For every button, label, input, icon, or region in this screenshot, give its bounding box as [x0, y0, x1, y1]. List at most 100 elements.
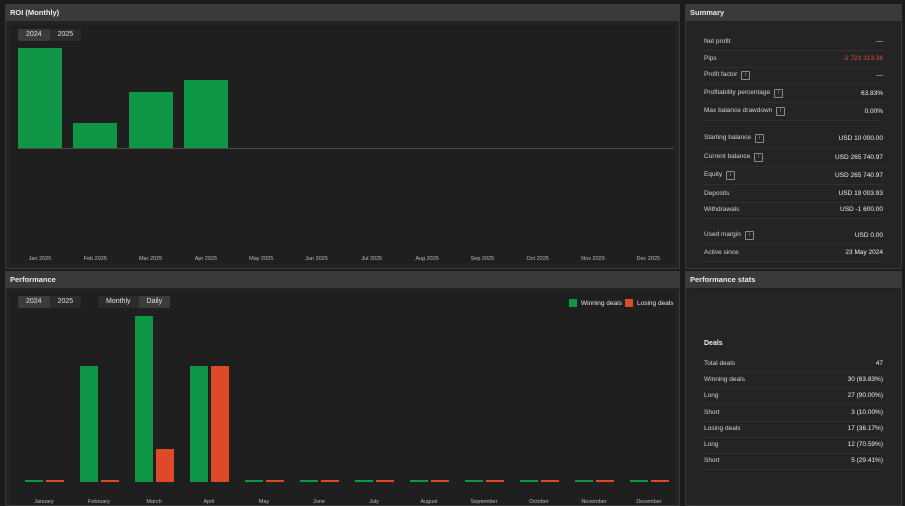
roi-chart-area: 2024 2025 Jan 2025 Feb 2025 Mar 2025 Apr 20…	[10, 25, 675, 264]
losing-bar[interactable]	[46, 480, 64, 482]
summary-label: Net profit	[704, 38, 731, 45]
stats-row: Winning deals 30 (63.83%)	[704, 371, 883, 390]
winning-bar[interactable]	[575, 480, 593, 482]
summary-value: 63.83%	[860, 90, 883, 97]
winning-bar[interactable]	[245, 480, 263, 482]
roi-bar[interactable]	[73, 123, 118, 148]
losing-bar[interactable]	[651, 480, 669, 482]
losing-bar[interactable]	[321, 480, 339, 482]
stats-row: Total deals 47	[704, 355, 883, 373]
roi-x-label: Jan 2025	[28, 256, 52, 262]
summary-value: —	[876, 38, 884, 45]
summary-row: Max balance drawdown i 0.00%	[704, 103, 883, 121]
stats-value: 3 (10.00%)	[851, 408, 883, 416]
roi-x-label: Aug 2025	[415, 256, 439, 262]
stats-list: Deals Total deals 47 Winning deals 30 (63.8…	[690, 292, 897, 505]
summary-label-wrap: Profit factor i	[704, 71, 751, 80]
stats-row: Short 3 (10.00%)	[704, 404, 883, 422]
legend-winning-swatch	[569, 299, 577, 307]
winning-bar[interactable]	[135, 316, 153, 482]
legend-winning-label: Winning deals	[581, 299, 622, 307]
roi-x-label: Feb 2025	[83, 256, 107, 262]
roi-bar[interactable]	[128, 92, 173, 148]
losing-bar[interactable]	[211, 365, 229, 482]
performance-x-label: July	[369, 499, 379, 505]
info-icon[interactable]: i	[754, 153, 764, 162]
info-icon[interactable]: i	[754, 134, 764, 143]
performance-chart-area: 2024 2025 Monthly Daily Winning deals Lo…	[10, 292, 675, 505]
summary-value: -2 723 313.36	[842, 55, 883, 62]
legend-winning[interactable]: Winning deals	[569, 299, 622, 307]
stats-value: 27 (90.00%)	[847, 392, 883, 400]
info-icon[interactable]: i	[744, 231, 754, 240]
winning-bar[interactable]	[410, 480, 428, 482]
summary-value: USD 19 003.93	[838, 190, 883, 197]
performance-year-2024[interactable]: 2024	[18, 296, 50, 308]
losing-bar[interactable]	[431, 480, 449, 482]
legend-losing[interactable]: Losing deals	[625, 299, 674, 307]
winning-bar[interactable]	[465, 480, 483, 482]
roi-title: ROI (Monthly)	[6, 5, 679, 21]
summary-label: Withdrawals	[704, 206, 740, 213]
performance-x-label: February	[87, 499, 110, 505]
losing-bar[interactable]	[376, 480, 394, 482]
summary-label: Active since	[704, 249, 739, 256]
performance-mode-toggle: Monthly Daily	[98, 296, 171, 308]
stats-value: 30 (63.83%)	[847, 376, 883, 384]
roi-bar[interactable]	[183, 80, 228, 148]
summary-row: Current balance i USD 265 740.97	[704, 149, 883, 167]
stats-value: 5 (29.41%)	[851, 457, 883, 465]
stats-value: 17 (36.17%)	[847, 424, 883, 432]
roi-bar[interactable]	[18, 48, 62, 148]
losing-bar[interactable]	[486, 480, 504, 482]
summary-label: Starting balance	[704, 134, 751, 141]
roi-year-toggle: 2024 2025	[18, 29, 82, 41]
summary-row: Profit factor i —	[704, 67, 883, 85]
summary-label-wrap: Deposits	[704, 190, 729, 197]
winning-bar[interactable]	[190, 365, 208, 482]
losing-bar[interactable]	[101, 480, 119, 482]
summary-label: Pips	[704, 55, 717, 62]
summary-row: Deposits USD 19 003.93	[704, 185, 883, 203]
winning-bar[interactable]	[520, 480, 538, 482]
losing-bar[interactable]	[541, 480, 559, 482]
losing-bar[interactable]	[596, 480, 614, 482]
summary-label: Max balance drawdown	[704, 107, 773, 114]
info-icon[interactable]: i	[776, 107, 786, 116]
summary-label-wrap: Profitability percentage i	[704, 89, 784, 98]
legend-losing-label: Losing deals	[637, 299, 674, 307]
summary-label: Deposits	[704, 190, 730, 197]
stats-label: Total deals	[704, 360, 736, 367]
roi-x-label: Sep 2025	[470, 256, 495, 262]
info-icon[interactable]: i	[726, 171, 736, 180]
roi-year-2024[interactable]: 2024	[18, 29, 50, 41]
mode-daily[interactable]: Daily	[138, 296, 171, 308]
losing-bar[interactable]	[266, 480, 284, 482]
winning-bar[interactable]	[630, 480, 648, 482]
roi-x-label: Nov 2025	[581, 256, 605, 262]
roi-year-2025[interactable]: 2025	[49, 29, 82, 41]
losing-bar[interactable]	[156, 448, 174, 482]
summary-value: USD 265 740.97	[834, 172, 883, 179]
roi-x-label: Jun 2025	[305, 256, 328, 262]
info-icon[interactable]: i	[741, 71, 751, 80]
winning-bar[interactable]	[25, 480, 43, 482]
info-icon[interactable]: i	[774, 89, 784, 98]
stats-label: Long	[704, 441, 719, 448]
mode-monthly[interactable]: Monthly	[98, 296, 139, 308]
summary-row: Equity i USD 265 740.97	[704, 167, 883, 185]
summary-list: Net profit — Pips -2 723 313.36 Profit facto…	[690, 25, 897, 264]
summary-row: Pips -2 723 313.36	[704, 50, 883, 68]
summary-row: Used margin i USD 0.00	[704, 227, 883, 245]
performance-x-label: November	[581, 499, 607, 505]
winning-bar[interactable]	[300, 480, 318, 482]
stats-row: Long 27 (90.00%)	[704, 387, 883, 406]
performance-year-2025[interactable]: 2025	[49, 296, 82, 308]
stats-row: Long 12 (70.59%)	[704, 436, 883, 454]
summary-row: Profitability percentage i 63.83%	[704, 85, 883, 103]
stats-value: 12 (70.59%)	[847, 441, 883, 448]
winning-bar[interactable]	[355, 480, 373, 482]
winning-bar[interactable]	[80, 365, 98, 482]
summary-label: Current balance	[704, 153, 751, 160]
summary-value: —	[876, 72, 884, 79]
